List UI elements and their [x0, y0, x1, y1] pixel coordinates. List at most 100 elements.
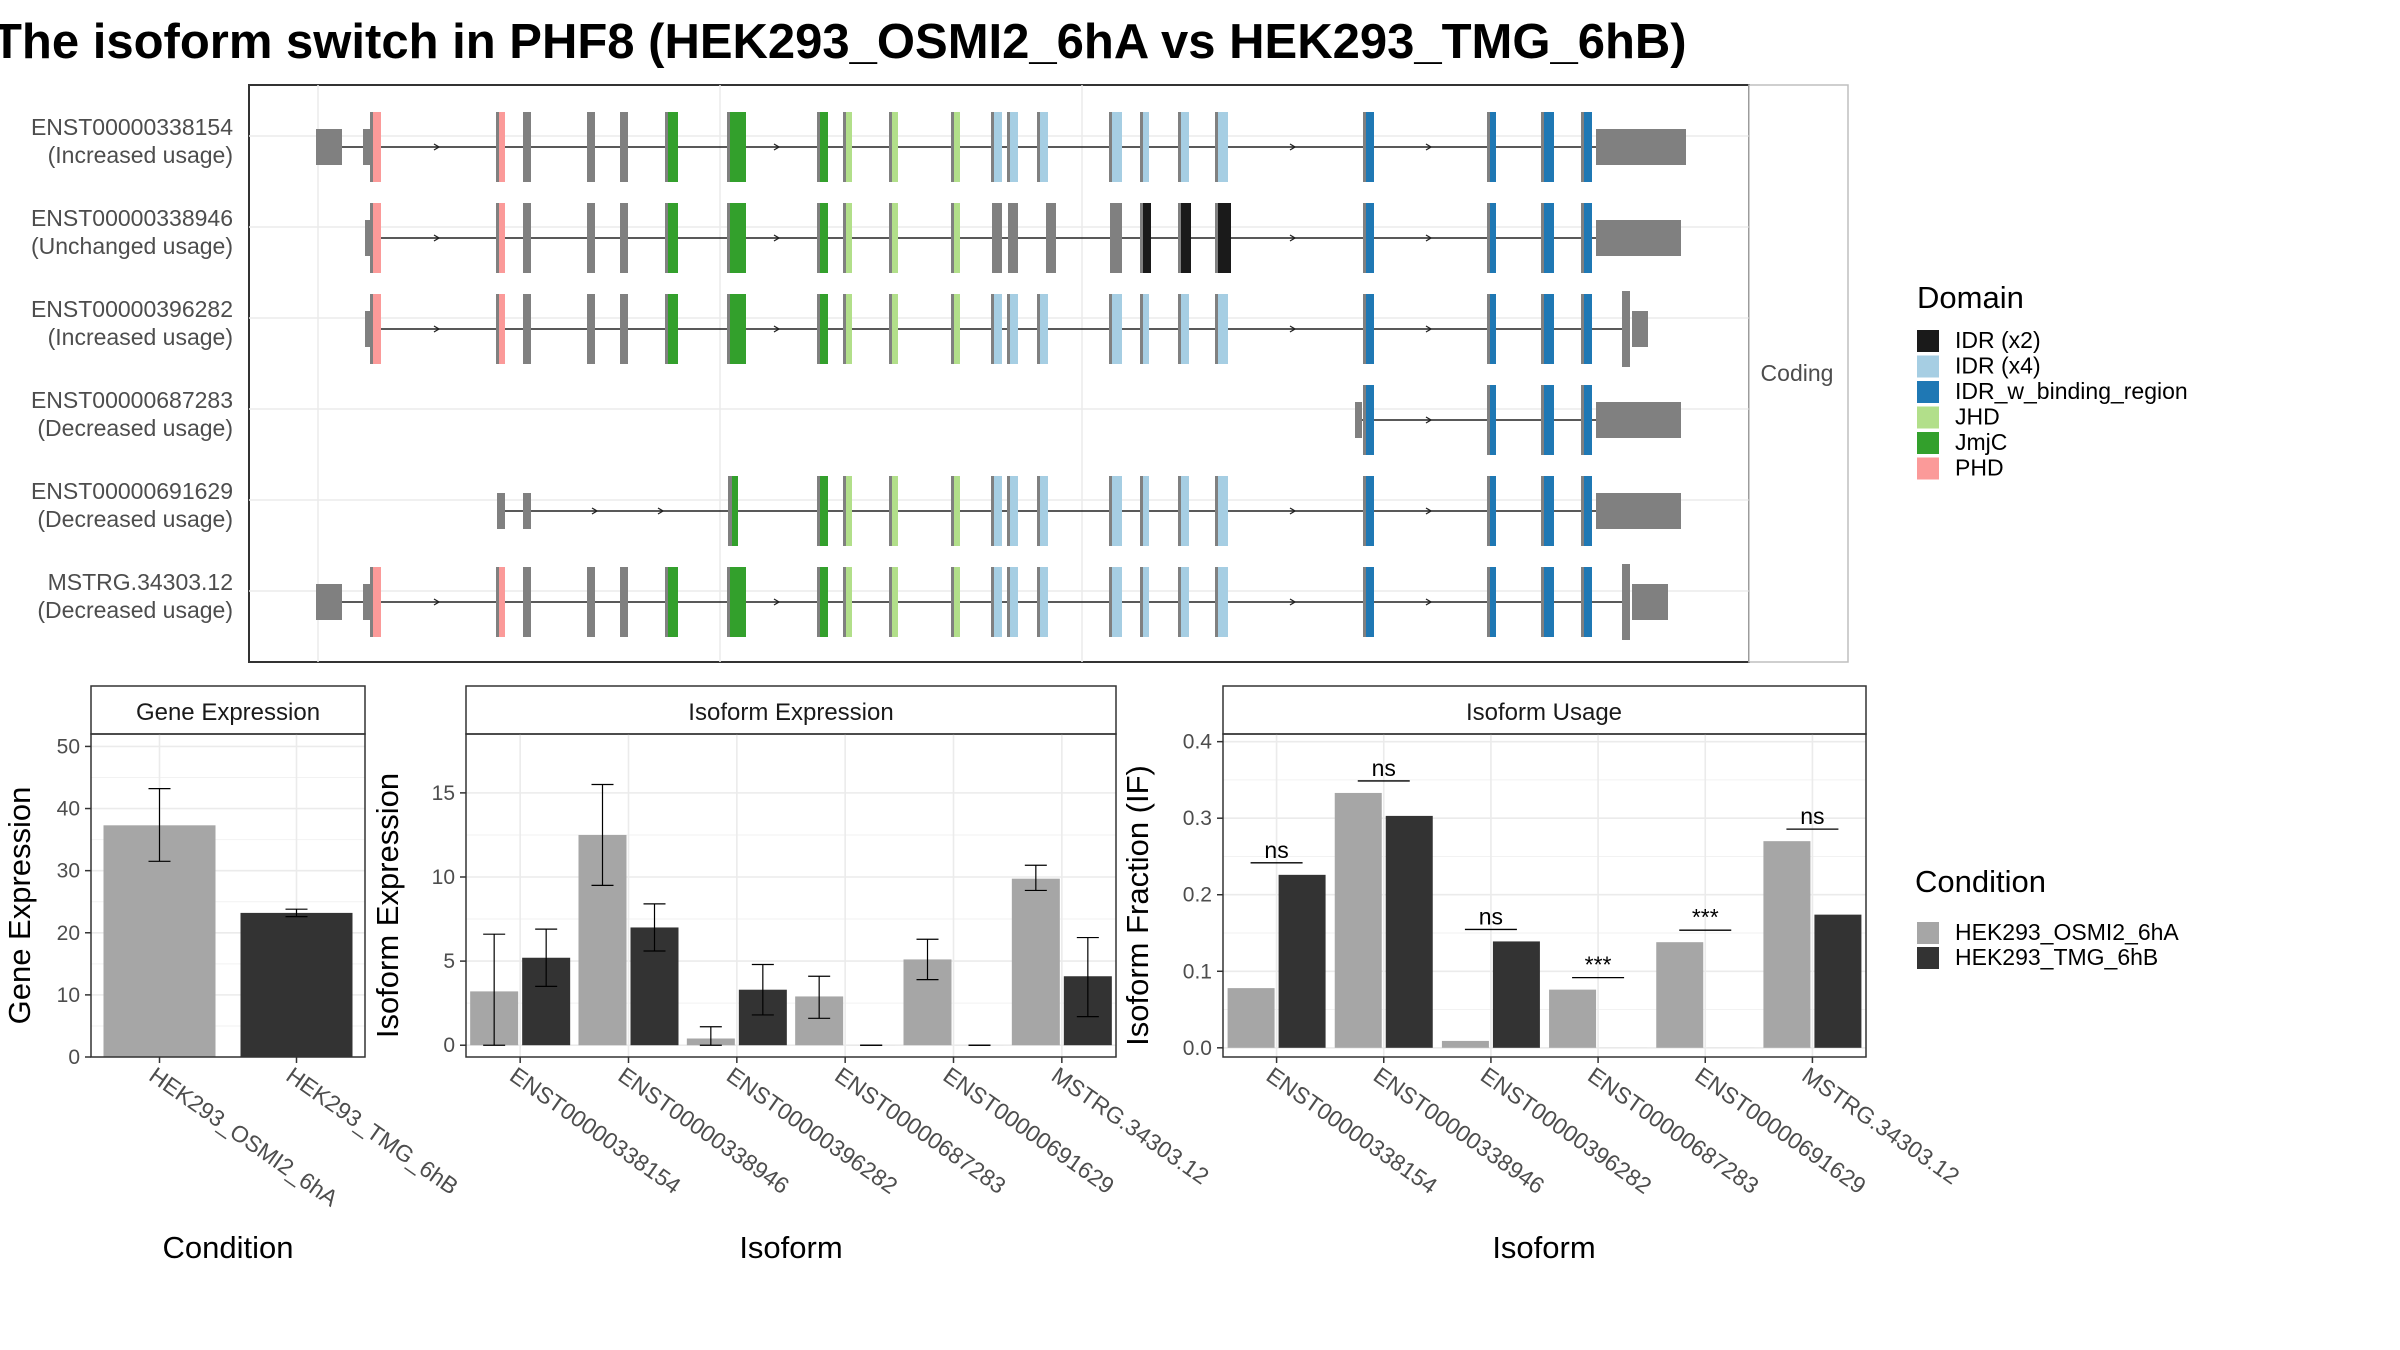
exon-idr4 — [1218, 476, 1228, 546]
y-tick-label: 10 — [57, 984, 80, 1007]
utr-block — [316, 584, 342, 620]
exon — [523, 112, 531, 182]
exon-idrb — [1366, 476, 1374, 546]
exon-idr4 — [994, 567, 1002, 637]
bar — [1441, 1040, 1489, 1048]
isoform-id-label: ENST00000338946 — [31, 205, 233, 231]
exon-edge — [1581, 567, 1584, 637]
direction-arrow — [1425, 507, 1433, 515]
exon-phd — [373, 567, 381, 637]
exon-edge — [496, 203, 499, 273]
exon-jhd — [892, 203, 898, 273]
x-tick-label: ENST00000687283 — [1583, 1062, 1763, 1199]
exon-phd — [499, 567, 505, 637]
legend-swatch — [1917, 432, 1939, 454]
error-bar — [285, 908, 308, 918]
direction-arrow — [1425, 234, 1433, 242]
direction-arrow — [1289, 143, 1297, 151]
y-tick-label: 40 — [57, 798, 80, 821]
exon-edge — [370, 294, 373, 364]
exon-idrb — [1366, 567, 1374, 637]
exon-edge — [665, 203, 668, 273]
exon-jmjc — [820, 567, 828, 637]
exon-edge — [1363, 112, 1366, 182]
bar — [103, 825, 216, 1057]
exon-idrb — [1490, 203, 1496, 273]
legend-swatch — [1917, 457, 1939, 480]
utr-block — [365, 311, 373, 347]
legend-label: JHD — [1955, 404, 2000, 430]
exon-jhd — [954, 203, 960, 273]
legend-label: IDR (x2) — [1955, 327, 2041, 353]
exon-edge — [1541, 567, 1544, 637]
exon-phd — [373, 112, 381, 182]
significance-label: ns — [1479, 903, 1503, 929]
exon-jhd — [846, 567, 852, 637]
isoform-status-label: (Increased usage) — [48, 142, 233, 168]
exon-edge — [1037, 294, 1040, 364]
exon-idr4 — [1218, 567, 1228, 637]
panel-border — [90, 733, 366, 1058]
exon-edge — [951, 476, 954, 546]
isoform-status-label: (Unchanged usage) — [31, 233, 233, 259]
exon-idrb — [1490, 385, 1496, 455]
exon-edge — [1363, 385, 1366, 455]
exon-edge — [1037, 476, 1040, 546]
exon-idrb — [1584, 567, 1592, 637]
x-tick-label: ENST00000338154 — [1262, 1062, 1443, 1199]
direction-arrow — [657, 507, 665, 515]
exon-idr4 — [1112, 476, 1122, 546]
exon-edge — [665, 567, 668, 637]
exon-edge — [1109, 476, 1112, 546]
exon — [620, 112, 628, 182]
exon-idr4 — [1112, 567, 1122, 637]
exon-idrb — [1584, 203, 1592, 273]
exon-idrb — [1584, 294, 1592, 364]
exon-edge — [496, 294, 499, 364]
legend-label: HEK293_TMG_6hB — [1955, 944, 2158, 970]
exon-edge — [991, 567, 994, 637]
exon-jmjc — [668, 203, 678, 273]
bar — [1278, 874, 1326, 1048]
significance-label: *** — [1585, 952, 1612, 978]
exon-jmjc — [820, 294, 828, 364]
direction-arrow — [433, 143, 441, 151]
exon-edge — [665, 294, 668, 364]
exon — [1008, 203, 1018, 273]
exon-edge — [1487, 112, 1490, 182]
exon-phd — [499, 294, 505, 364]
exon-edge — [1215, 567, 1218, 637]
exon-edge — [1215, 203, 1218, 273]
exon-edge — [1178, 112, 1181, 182]
x-axis-title: Isoform — [739, 1230, 842, 1265]
exon-edge — [1541, 112, 1544, 182]
exon-idrb — [1544, 567, 1554, 637]
exon — [523, 294, 531, 364]
isoform-track — [1355, 385, 1681, 455]
bar — [240, 912, 353, 1057]
x-tick-label: ENST00000396282 — [1476, 1062, 1656, 1199]
error-bar — [699, 1026, 722, 1046]
exon-edge — [1109, 567, 1112, 637]
exon-edge — [1363, 294, 1366, 364]
isoform-id-label: MSTRG.34303.12 — [48, 569, 233, 595]
exon-jhd — [954, 476, 960, 546]
y-axis-title: Isoform Fraction (IF) — [1120, 765, 1155, 1046]
exon-idrb — [1490, 294, 1496, 364]
exon-idr4 — [1010, 294, 1018, 364]
exon-idrb — [1584, 476, 1592, 546]
exon-idr2 — [1143, 203, 1151, 273]
legend-swatch — [1917, 947, 1939, 969]
utr-block — [523, 493, 531, 529]
exon-edge — [1178, 567, 1181, 637]
exon-jmjc — [668, 294, 678, 364]
y-tick-label: 0 — [68, 1046, 80, 1069]
strip-box — [465, 685, 1117, 735]
exon-edge — [1363, 567, 1366, 637]
exon-edge — [1007, 476, 1010, 546]
error-bar — [535, 928, 558, 987]
exon-edge — [1215, 112, 1218, 182]
exon-jhd — [954, 567, 960, 637]
exon-edge — [817, 476, 820, 546]
